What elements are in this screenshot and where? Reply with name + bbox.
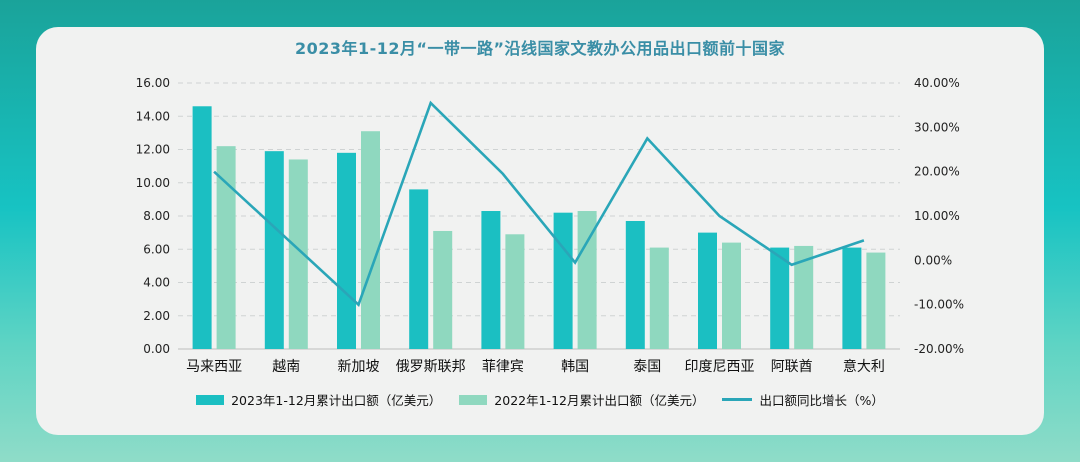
bar-2023 <box>770 247 790 349</box>
legend-label-2023: 2023年1-12月累计出口额（亿美元） <box>231 393 442 408</box>
bar-2023 <box>625 220 645 349</box>
y-left-tick-label: 16.00 <box>136 76 170 90</box>
y-left-tick-label: 2.00 <box>143 309 170 323</box>
bar-2022 <box>505 234 525 349</box>
y-left-tick-label: 6.00 <box>143 242 170 256</box>
chart-legend: 2023年1-12月累计出口额（亿美元） 2022年1-12月累计出口额（亿美元… <box>36 390 1044 409</box>
bar-2023 <box>553 212 573 349</box>
bar-2023 <box>842 247 862 349</box>
bar-2022 <box>649 247 669 349</box>
y-right-tick-label: -20.00% <box>914 342 964 356</box>
bar-2023 <box>264 151 284 349</box>
y-right-tick-label: 20.00% <box>914 165 960 179</box>
x-tick-label: 俄罗斯联邦 <box>396 359 466 375</box>
y-right-tick-label: 40.00% <box>914 76 960 90</box>
x-tick-label: 越南 <box>272 359 300 375</box>
chart-plot: 0.00 2.00 4.00 6.00 8.00 10.00 12.00 14.00 16.00… <box>136 76 964 375</box>
x-tick-label: 意大利 <box>843 358 885 375</box>
x-tick-label: 泰国 <box>633 359 661 375</box>
y-right-tick-label: -10.00% <box>914 298 964 312</box>
bar-2023 <box>698 232 717 349</box>
y-left-tick-label: 10.00 <box>136 176 170 190</box>
y-right-tick-label: 30.00% <box>914 120 960 134</box>
bar-2023 <box>481 211 501 349</box>
x-tick-label: 韩国 <box>561 359 589 375</box>
x-tick-label: 印度尼西亚 <box>685 359 755 375</box>
y-left-tick-label: 14.00 <box>136 109 170 123</box>
legend-item-2023: 2023年1-12月累计出口额（亿美元） <box>196 390 441 409</box>
x-tick-label: 马来西亚 <box>186 359 242 375</box>
bar-2023 <box>337 152 356 349</box>
legend-item-2022: 2022年1-12月累计出口额（亿美元） <box>459 390 704 409</box>
bar-2022 <box>794 245 814 349</box>
bar-2022 <box>433 230 453 349</box>
bar-2023 <box>409 189 429 349</box>
legend-label-growth: 出口额同比增长（%） <box>759 393 884 408</box>
legend-label-2022: 2022年1-12月累计出口额（亿美元） <box>494 393 705 408</box>
y-left-tick-label: 4.00 <box>143 276 170 290</box>
y-left-tick-label: 8.00 <box>143 209 170 223</box>
bar-2022 <box>722 242 741 349</box>
bar-2022 <box>866 252 886 349</box>
bar-2022 <box>288 159 308 349</box>
bar-2022 <box>361 131 380 349</box>
legend-swatch-growth <box>722 398 753 401</box>
x-tick-label: 新加坡 <box>338 359 380 375</box>
growth-line <box>213 100 865 307</box>
bar-2022 <box>577 211 597 349</box>
bar-2023 <box>192 106 212 350</box>
y-right-tick-label: 10.00% <box>914 209 960 223</box>
y-right-tick-label: 0.00% <box>914 253 952 267</box>
chart-title: 2023年1-12月“一带一路”沿线国家文教办公用品出口额前十国家 <box>294 39 786 58</box>
x-tick-label: 阿联酋 <box>771 358 813 375</box>
legend-swatch-2022 <box>459 394 488 405</box>
y-left-tick-label: 0.00 <box>143 342 170 356</box>
y-left-tick-label: 12.00 <box>136 143 170 157</box>
bar-2022 <box>216 146 236 349</box>
x-tick-label: 菲律宾 <box>482 359 524 375</box>
legend-item-growth: 出口额同比增长（%） <box>722 390 884 409</box>
legend-swatch-2023 <box>196 394 225 405</box>
chart-card: 2023年1-12月“一带一路”沿线国家文教办公用品出口额前十国家 0.00 2.… <box>36 27 1044 435</box>
